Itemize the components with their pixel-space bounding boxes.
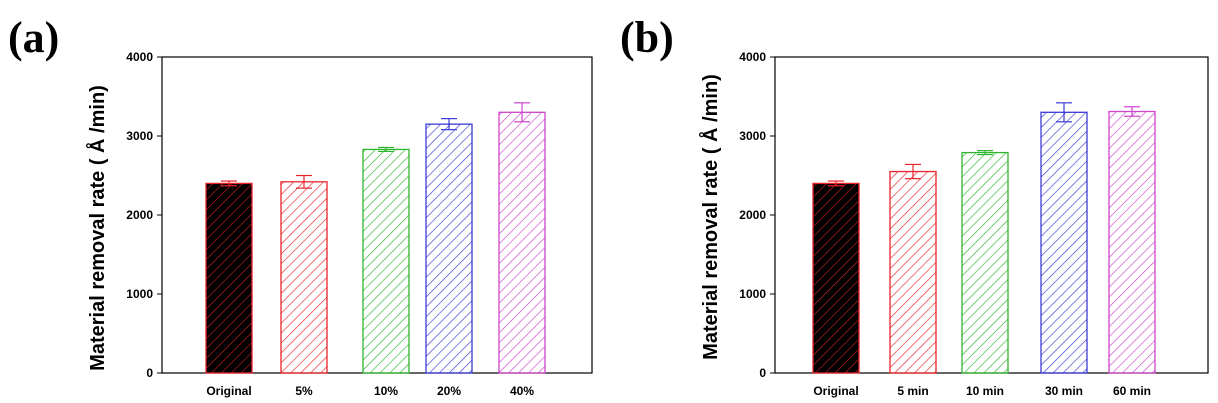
bar-a-2 [280, 181, 328, 374]
x-tick-label: 60 min [1113, 384, 1151, 398]
y-tick-label: 3000 [126, 129, 153, 143]
bar-b-3 [961, 151, 1009, 374]
bars-a [205, 102, 546, 374]
x-tick-label: Original [813, 384, 858, 398]
error-bar-b-5 [1124, 106, 1140, 117]
y-tick-label: 1000 [739, 287, 766, 301]
error-bar-b-4 [1056, 102, 1072, 123]
error-bar-b-3 [977, 150, 993, 156]
y-axis-title-b: Material removal rate ( Å /min) [698, 74, 722, 360]
x-tick-label: 5 min [897, 384, 928, 398]
y-ticks-a: 0 1000 2000 3000 4000 [126, 50, 162, 380]
x-tick-label: Original [206, 384, 251, 398]
error-bar-a-1 [221, 180, 237, 187]
y-ticks-b: 0 1000 2000 3000 4000 [739, 50, 775, 380]
error-bar-a-5 [514, 102, 530, 123]
bar-a-4 [425, 123, 473, 374]
y-tick-label: 3000 [739, 129, 766, 143]
bar-a-5 [498, 111, 546, 374]
error-bar-a-4 [441, 118, 457, 131]
y-tick-label: 0 [759, 366, 766, 380]
error-bar-a-2 [296, 174, 312, 189]
y-tick-label: 4000 [126, 50, 153, 64]
error-bar-a-3 [378, 146, 394, 153]
bar-b-5 [1108, 110, 1156, 374]
bars-b [812, 102, 1156, 374]
x-tick-label: 30 min [1045, 384, 1083, 398]
bar-a-3 [362, 148, 410, 374]
x-tick-label: 10 min [966, 384, 1004, 398]
chart-panel-a: (a) Material removal rate ( Å /min) 0 100… [8, 13, 593, 398]
y-tick-label: 2000 [739, 208, 766, 222]
bar-b-1 [812, 182, 860, 374]
x-tick-label: 20% [437, 384, 461, 398]
bar-a-1 [205, 182, 253, 374]
panel-label-a: (a) [8, 13, 59, 62]
bar-b-2 [889, 170, 937, 374]
x-tick-label: 5% [295, 384, 313, 398]
error-bar-b-1 [828, 180, 844, 187]
y-tick-label: 0 [146, 366, 153, 380]
x-tick-label: 40% [510, 384, 534, 398]
y-tick-label: 4000 [739, 50, 766, 64]
bar-b-4 [1040, 111, 1088, 374]
y-tick-label: 2000 [126, 208, 153, 222]
y-tick-label: 1000 [126, 287, 153, 301]
y-axis-title-a: Material removal rate ( Å /min) [85, 85, 109, 371]
chart-panel-b: (b) Material removal rate ( Å /min) 0 100… [620, 13, 1209, 398]
panel-label-b: (b) [620, 13, 674, 62]
x-tick-labels-a: Original 5% 10% 20% 40% [206, 384, 534, 398]
x-tick-label: 10% [374, 384, 398, 398]
x-tick-labels-b: Original 5 min 10 min 30 min 60 min [813, 384, 1151, 398]
error-bar-b-2 [905, 163, 921, 180]
